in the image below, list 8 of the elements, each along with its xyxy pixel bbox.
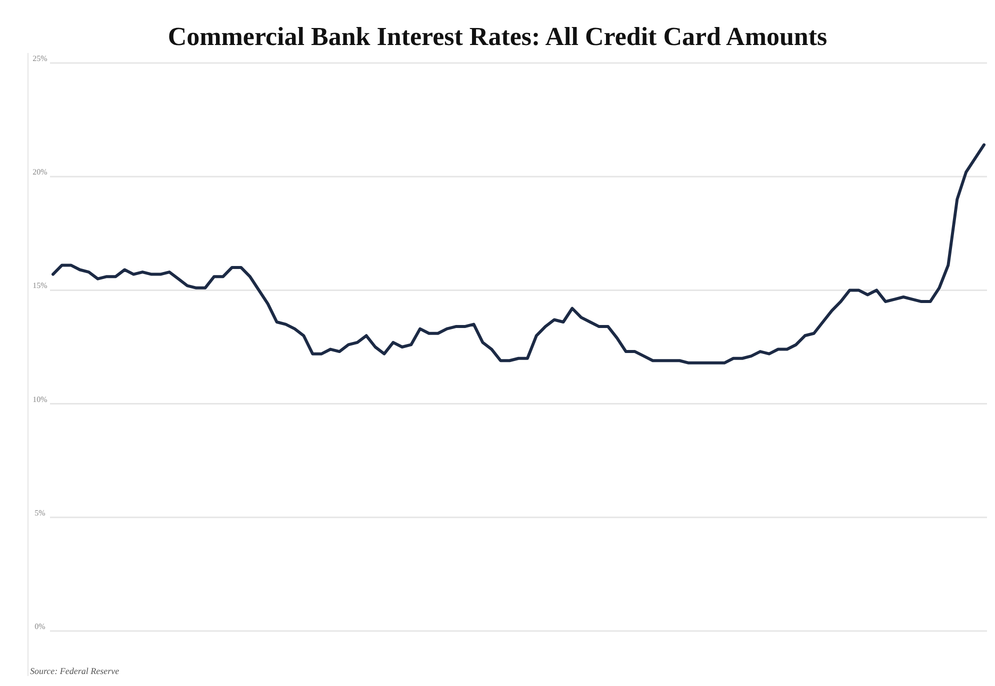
y-tick-label: 15% xyxy=(32,281,48,290)
y-tick-label: 10% xyxy=(32,394,48,404)
chart-title: Commercial Bank Interest Rates: All Credit Card Amounts xyxy=(168,22,828,51)
y-tick-label: 5% xyxy=(34,508,46,518)
source-note: Source: Federal Reserve xyxy=(30,666,120,676)
y-tick-label: 25% xyxy=(32,54,48,63)
y-tick-label: 0% xyxy=(34,622,46,631)
y-tick-label: 20% xyxy=(32,168,48,177)
